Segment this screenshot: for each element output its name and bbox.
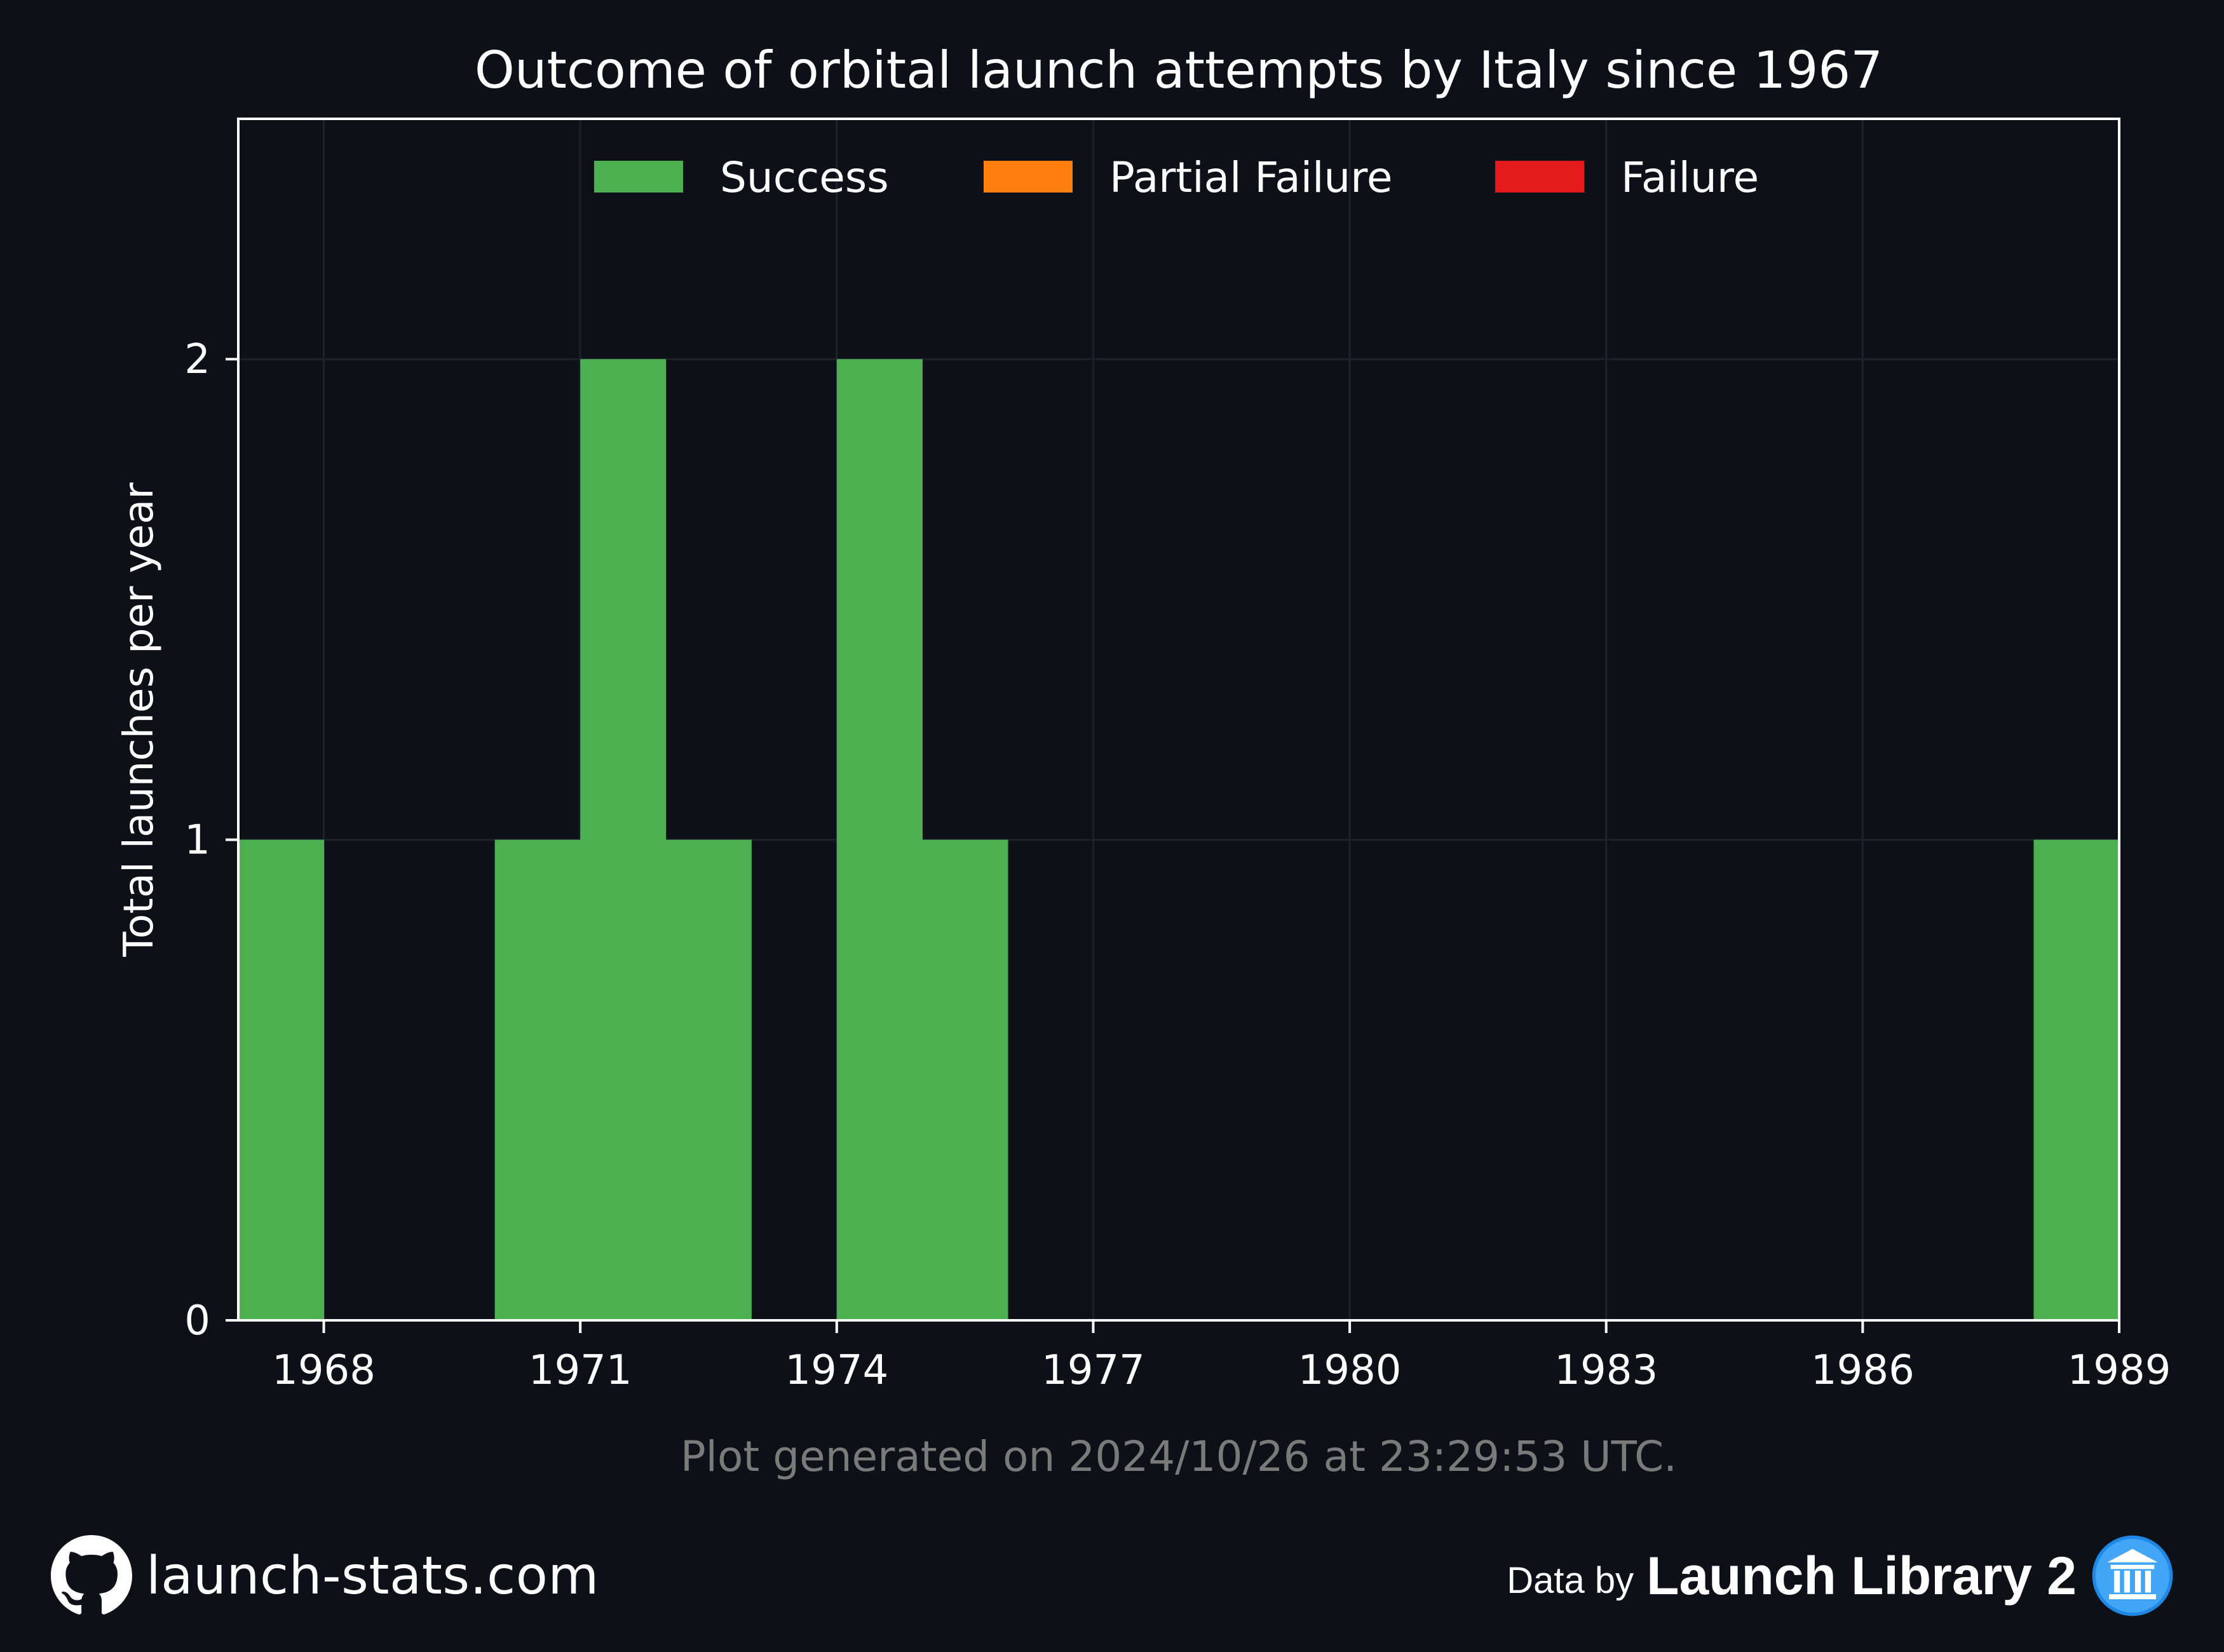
generated-footnote: Plot generated on 2024/10/26 at 23:29:53… (681, 1432, 1677, 1481)
x-tick-label: 1980 (1298, 1347, 1402, 1394)
data-source-name[interactable]: Launch Library 2 (1646, 1545, 2077, 1606)
y-tick-label: 0 (184, 1297, 210, 1344)
legend-swatch-success (594, 161, 683, 193)
x-tick-label: 1986 (1811, 1347, 1915, 1394)
y-axis-label: Total launches per year (116, 482, 163, 958)
bar-success-1970 (494, 839, 581, 1320)
x-tick-label: 1968 (272, 1347, 376, 1394)
y-tick-label: 2 (184, 336, 210, 383)
data-by-label: Data by (1507, 1559, 1634, 1601)
x-tick-label: 1974 (785, 1347, 888, 1394)
site-link[interactable]: launch-stats.com (146, 1545, 599, 1606)
legend-label-partial-failure: Partial Failure (1109, 153, 1393, 202)
launch-library-logo-icon (2091, 1534, 2174, 1618)
axes-frame (237, 118, 2120, 1322)
x-tick-label: 1977 (1041, 1347, 1145, 1394)
legend-swatch-failure (1495, 161, 1584, 193)
github-icon (51, 1535, 132, 1616)
y-tick-label: 1 (184, 817, 210, 864)
chart-title: Outcome of orbital launch attempts by It… (475, 41, 1883, 100)
legend-label-success: Success (720, 153, 889, 202)
x-tick-label: 1971 (529, 1347, 632, 1394)
bar-success-1975 (922, 839, 1008, 1320)
bar-success-1971 (580, 359, 667, 1321)
bar-success-1967 (238, 839, 325, 1320)
plot-area: 1968 1971 1974 1977 1980 1983 1986 1989 0 1 2 Succe… (184, 118, 2171, 1394)
bar-success-1972 (665, 839, 752, 1320)
legend-swatch-partial-failure (984, 161, 1073, 193)
x-tick-label: 1983 (1554, 1347, 1658, 1394)
bar-success-1974 (836, 359, 923, 1321)
site-credit[interactable]: launch-stats.com (51, 1531, 599, 1620)
legend-label-failure: Failure (1621, 153, 1759, 202)
x-tick-label: 1989 (2068, 1347, 2171, 1394)
data-source-credit[interactable]: Data by Launch Library 2 (1507, 1531, 2174, 1620)
bar-success-1988 (2033, 839, 2120, 1320)
